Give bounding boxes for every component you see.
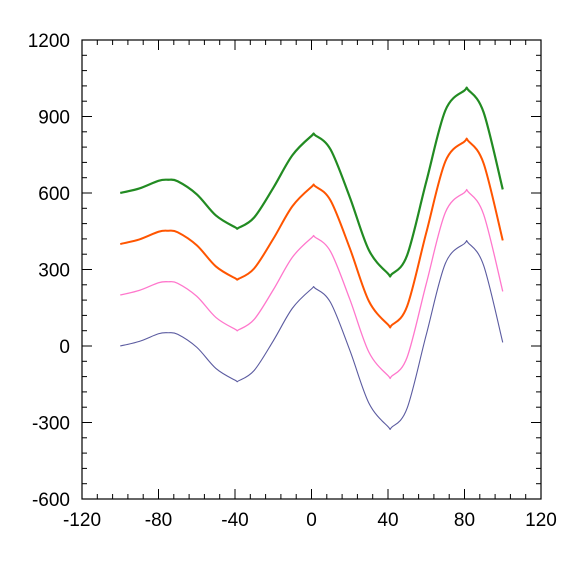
- x-tick-label: 0: [306, 510, 317, 531]
- y-tick-label: -600: [32, 490, 70, 511]
- series-line-3: [120, 137, 504, 329]
- x-tick-labels: -120 -80 -40 0 40 80 120: [63, 510, 557, 531]
- series-line-4: [119, 86, 504, 278]
- series-line-2: [120, 188, 504, 380]
- series-line-1: [120, 240, 504, 431]
- x-tick-label: 80: [454, 510, 475, 531]
- y-tick-label: -300: [32, 414, 70, 435]
- y-tick-labels: -600 -300 0 300 600 900 1200: [28, 31, 70, 511]
- y-tick-label: 900: [38, 108, 70, 129]
- y-tick-label: 300: [38, 261, 70, 282]
- x-tick-label: -120: [63, 510, 101, 531]
- y-tick-label: 1200: [28, 31, 70, 52]
- x-tick-label: 40: [377, 510, 398, 531]
- x-tick-label: -40: [221, 510, 248, 531]
- plot-frame: [81, 39, 542, 500]
- y-tick-label: 600: [38, 184, 70, 205]
- series-group: [119, 86, 504, 431]
- axis-ticks: [81, 39, 542, 500]
- x-tick-label: 120: [525, 510, 557, 531]
- y-tick-label: 0: [59, 337, 70, 358]
- x-tick-label: -80: [145, 510, 172, 531]
